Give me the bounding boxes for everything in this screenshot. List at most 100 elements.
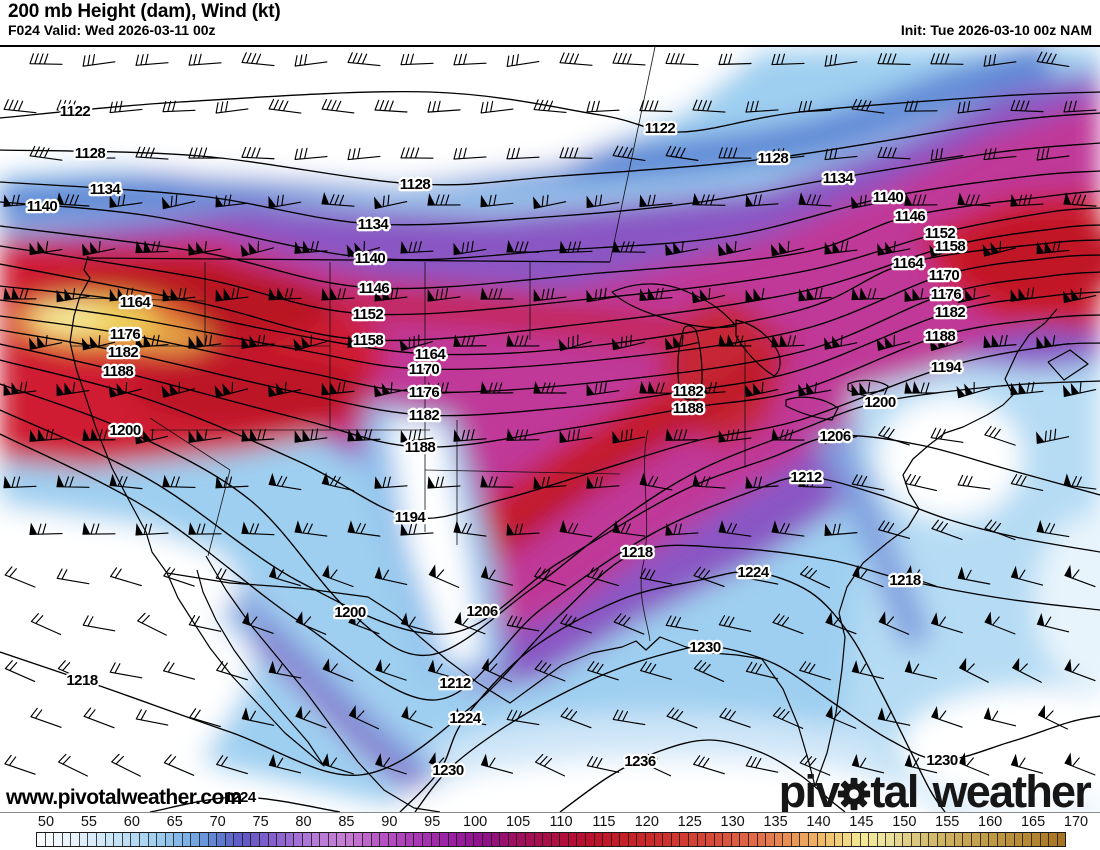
colorbar-cell: [920, 833, 930, 846]
colorbar-cell: [457, 833, 466, 846]
colorbar-cell: [894, 833, 904, 846]
colorbar-cell: [277, 833, 286, 846]
contour-label: 1164: [120, 294, 152, 311]
colorbar-cell: [869, 833, 878, 846]
colorbar-cell: [54, 833, 63, 846]
contour-label: 1218: [889, 572, 921, 589]
colorbar-cell: [1049, 833, 1058, 846]
colorbar-cell: [628, 833, 638, 846]
colorbar-cell: [637, 833, 647, 846]
colorbar-tick-label: 170: [1063, 814, 1089, 830]
colorbar-cell: [294, 833, 303, 846]
colorbar-tick-label: 155: [935, 814, 960, 830]
contour-label: 1140: [873, 189, 904, 206]
colorbar-cell: [757, 833, 767, 846]
colorbar-cell: [586, 833, 595, 846]
colorbar-cell: [851, 833, 861, 846]
colorbar-cell: [809, 833, 818, 846]
logo-text-piv: piv: [778, 766, 840, 817]
colorbar-tick-label: 145: [849, 814, 874, 830]
colorbar-cell: [182, 833, 192, 846]
colorbar-tick-label: 135: [763, 814, 788, 830]
colorbar-cell: [440, 833, 449, 846]
colorbar-tick-label: 165: [1020, 814, 1046, 830]
contour-label: 1206: [466, 603, 498, 620]
colorbar-cell: [388, 833, 398, 846]
colorbar-tick-label: 105: [505, 814, 531, 830]
colorbar-tick-label: 60: [123, 814, 140, 830]
colorbar-cell: [963, 833, 973, 846]
contour-label: 1146: [359, 280, 390, 297]
colorbar-tick-label: 65: [166, 814, 183, 830]
colorbar-cell: [817, 833, 827, 846]
colorbar-cell: [525, 833, 535, 846]
contour-label: 1134: [90, 181, 122, 198]
colorbar-cell: [800, 833, 810, 846]
colorbar-cell: [139, 833, 149, 846]
colorbar-cell: [105, 833, 115, 846]
colorbar-tick-label: 160: [978, 814, 1003, 830]
colorbar-cell: [397, 833, 406, 846]
contour-label: 1140: [355, 250, 386, 267]
colorbar-cell: [594, 833, 604, 846]
colorbar-cell: [929, 833, 938, 846]
colorbar-tick-label: 150: [892, 814, 917, 830]
colorbar-cell: [517, 833, 526, 846]
colorbar-cell: [285, 833, 295, 846]
contour-label: 1134: [823, 170, 855, 187]
contour-label: 1200: [334, 604, 366, 621]
colorbar-cell: [911, 833, 921, 846]
colorbar-tick-label: 70: [209, 814, 226, 830]
contour-label: 1230: [926, 752, 958, 769]
colorbar-cell: [491, 833, 501, 846]
contour-label: 1224: [737, 564, 770, 581]
colorbar-cell: [731, 833, 741, 846]
contour-label: 1170: [929, 267, 960, 284]
contour-label: 1158: [353, 332, 384, 349]
colorbar-cell: [603, 833, 612, 846]
colorbar: 50 55 60 65 70 75 80 85 90 95 100 105 110 115 120 125 13…: [0, 812, 1100, 850]
colorbar-cell: [448, 833, 458, 846]
contour-label: 1230: [432, 762, 464, 779]
colorbar-cell: [225, 833, 235, 846]
colorbar-cell: [234, 833, 243, 846]
colorbar-cell: [302, 833, 312, 846]
colorbar-cell: [174, 833, 183, 846]
colorbar-cells: [36, 832, 1066, 847]
colorbar-cell: [774, 833, 784, 846]
contour-label: 1230: [689, 639, 721, 656]
colorbar-cell: [671, 833, 681, 846]
colorbar-tick-label: 80: [295, 814, 312, 830]
colorbar-cell: [748, 833, 758, 846]
colorbar-cell: [937, 833, 947, 846]
colorbar-cell: [714, 833, 724, 846]
colorbar-cell: [79, 833, 89, 846]
colorbar-cell: [877, 833, 887, 846]
colorbar-cell: [706, 833, 715, 846]
colorbar-cell: [663, 833, 672, 846]
valid-time-label: F024 Valid: Wed 2026-03-11 00z: [8, 21, 216, 38]
contour-label: 1188: [103, 363, 134, 380]
contour-label: 1188: [673, 400, 704, 417]
colorbar-cell: [157, 833, 166, 846]
colorbar-cell: [1023, 833, 1033, 846]
logo-text-tal: tal: [870, 766, 919, 817]
colorbar-cell: [860, 833, 870, 846]
colorbar-tick-label: 75: [252, 814, 269, 830]
contour-label: 1140: [27, 198, 58, 215]
contour-label: 1182: [108, 344, 139, 361]
colorbar-cell: [551, 833, 561, 846]
colorbar-cell: [791, 833, 801, 846]
colorbar-cell: [946, 833, 955, 846]
colorbar-cell: [972, 833, 981, 846]
contour-label: 1128: [75, 145, 106, 162]
colorbar-cell: [114, 833, 123, 846]
colorbar-cell: [688, 833, 698, 846]
colorbar-cell: [251, 833, 261, 846]
colorbar-tick-label: 140: [806, 814, 831, 830]
contour-label: 1122: [60, 103, 91, 120]
contour-label: 1176: [931, 286, 962, 303]
contour-label: 1212: [439, 675, 471, 692]
colorbar-cell: [371, 833, 381, 846]
colorbar-cell: [354, 833, 363, 846]
